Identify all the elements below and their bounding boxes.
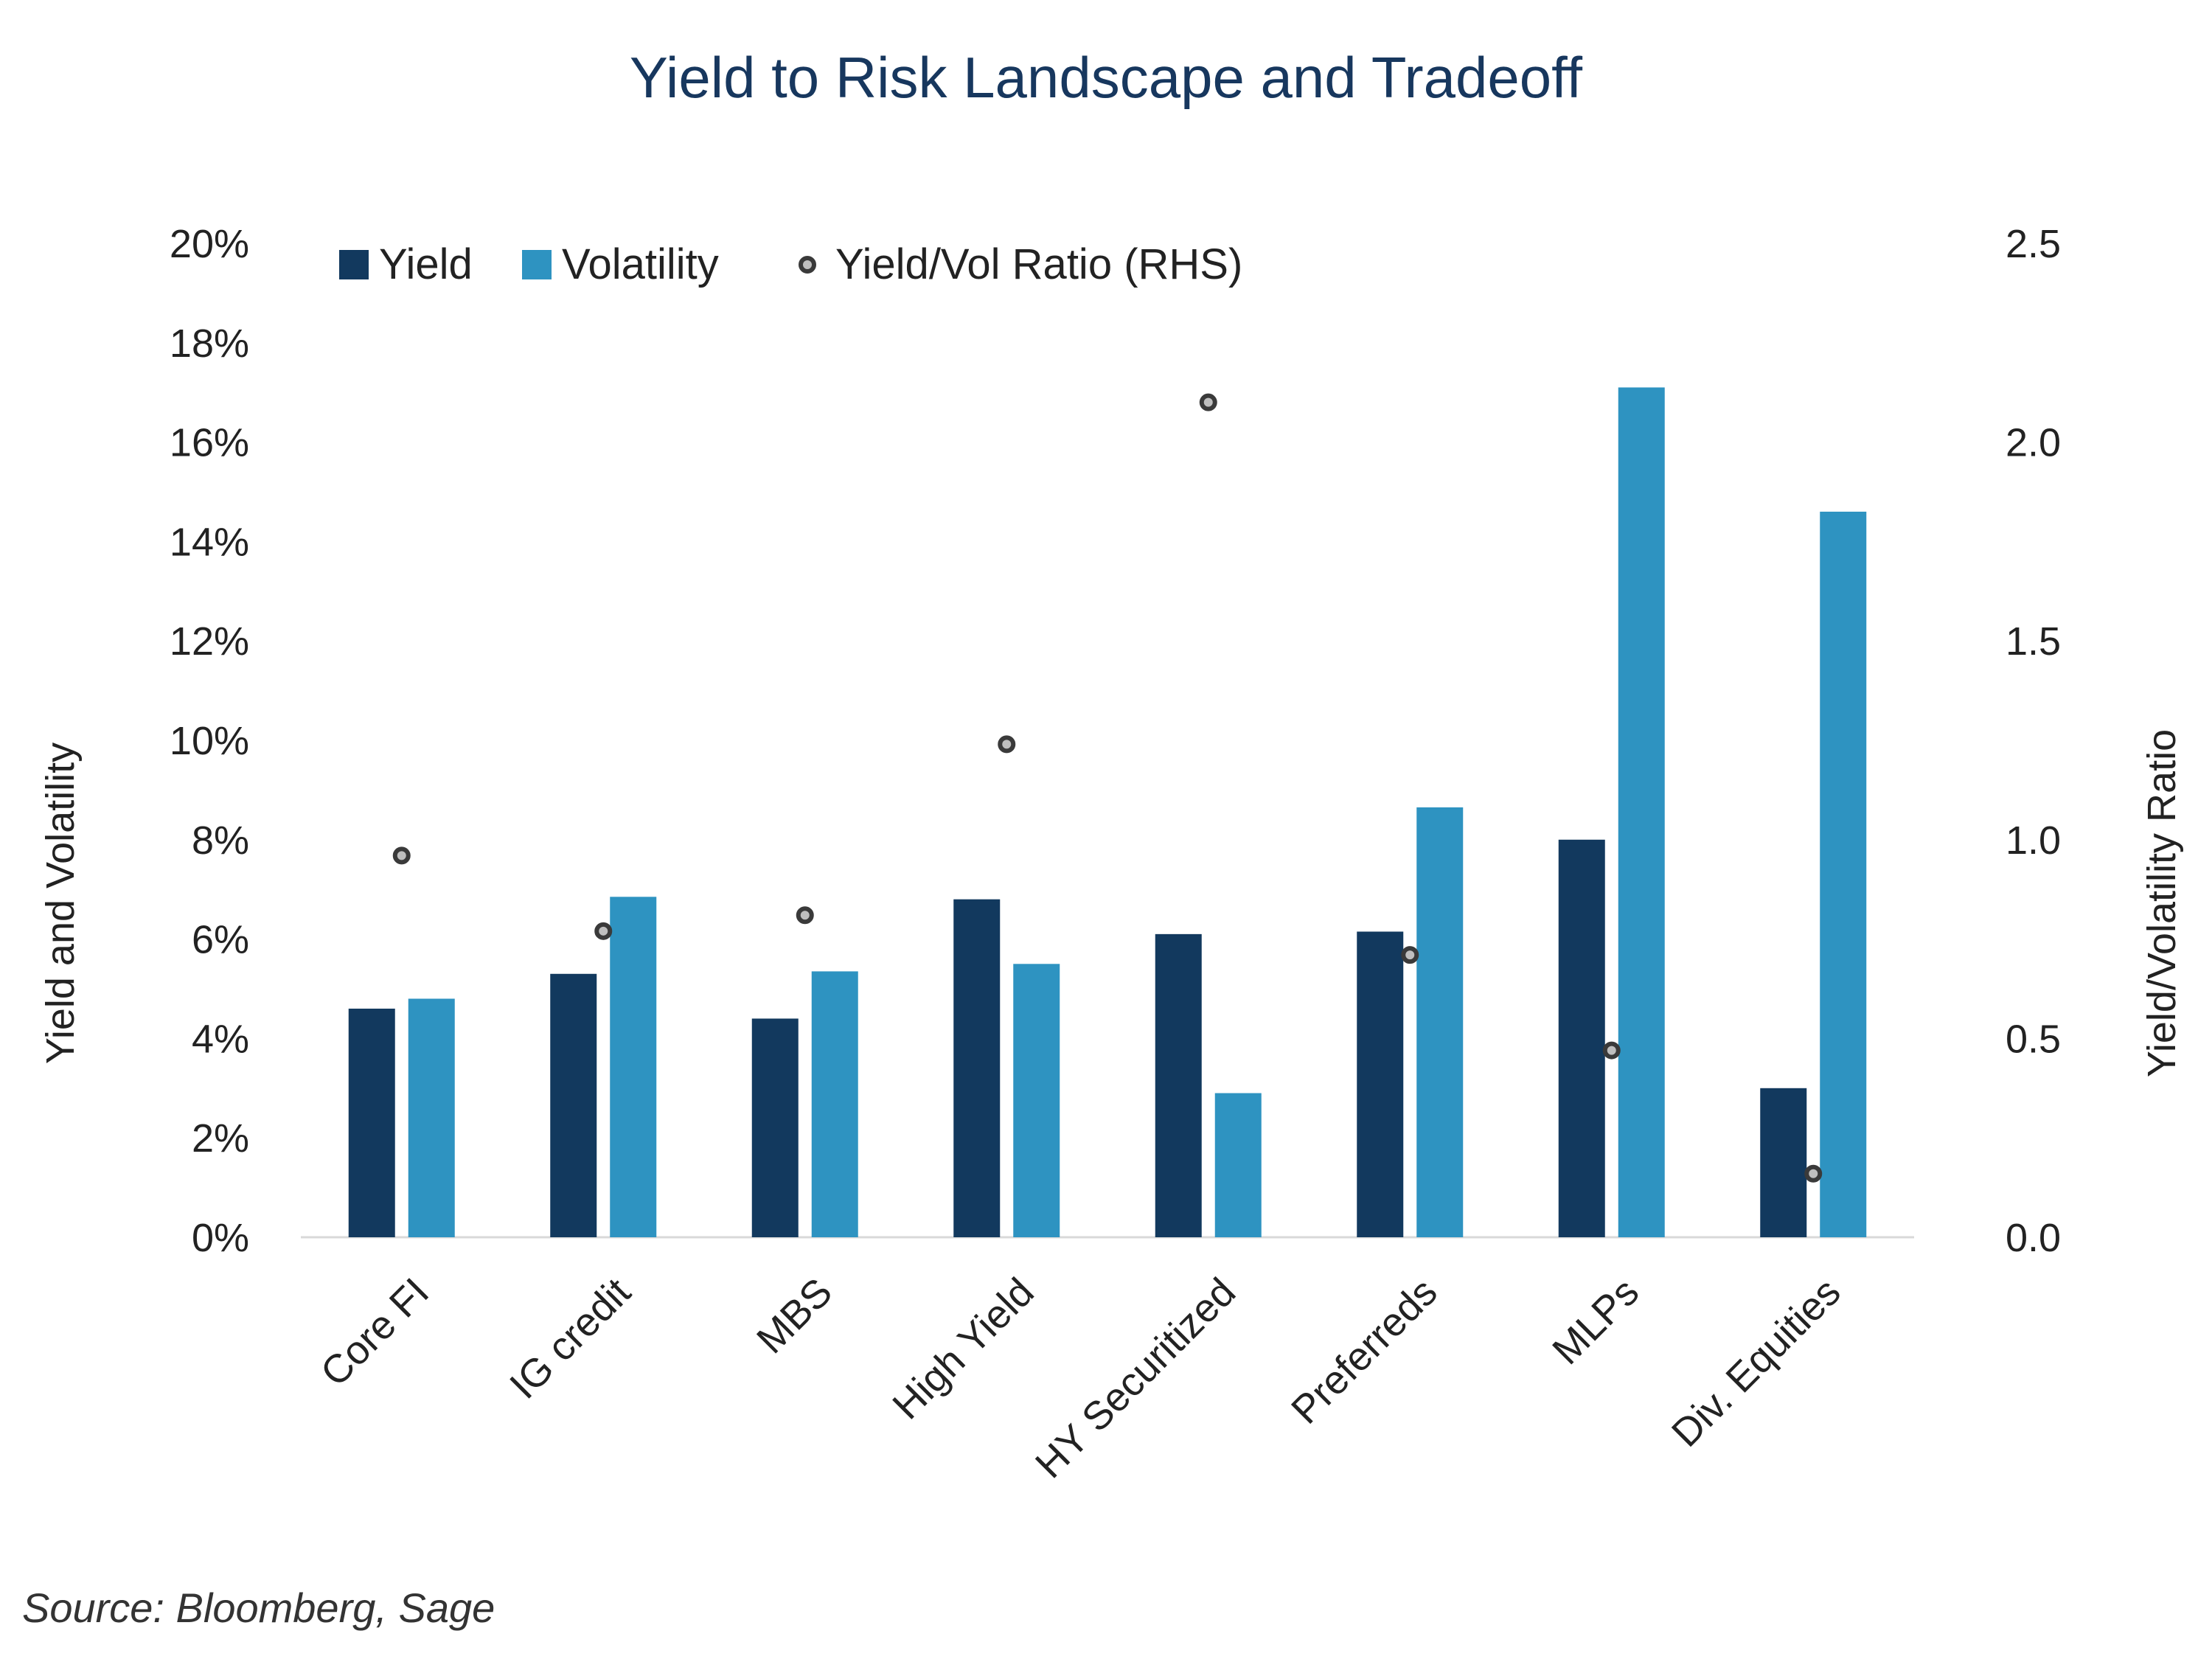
y-tick-label: 0%: [192, 1216, 249, 1260]
y-axis-title: Yield and Volatility: [38, 742, 83, 1064]
category-label: Core FI: [312, 1270, 437, 1395]
bar-volatility: [1618, 387, 1665, 1238]
bar-yield: [550, 973, 597, 1237]
legend-label-volatility: Volatility: [562, 240, 719, 288]
ratio-point: [1401, 946, 1419, 964]
legend-marker-ratio: [799, 256, 816, 274]
ratio-point: [1199, 393, 1217, 411]
category-label: MLPs: [1544, 1270, 1647, 1373]
bar-volatility: [811, 971, 858, 1237]
y-tick-label: 18%: [170, 321, 249, 366]
legend-swatch-yield: [339, 250, 369, 279]
category-label: Div. Equities: [1663, 1270, 1849, 1455]
y-tick-label: 20%: [170, 222, 249, 266]
y-tick-label: 8%: [192, 818, 249, 863]
legend: Yield Volatility Yield/Vol Ratio (RHS): [339, 240, 1242, 288]
category-label: Preferreds: [1283, 1270, 1446, 1433]
y-tick-label: 14%: [170, 520, 249, 564]
legend-swatch-volatility: [522, 250, 552, 279]
bar-yield: [348, 1008, 395, 1237]
legend-label-yield: Yield: [379, 240, 473, 288]
y2-tick-label: 1.5: [2006, 619, 2061, 664]
y-tick-label: 12%: [170, 619, 249, 664]
ratio-point: [1804, 1164, 1823, 1183]
bar-volatility: [1214, 1093, 1262, 1237]
ratio-point: [1602, 1041, 1621, 1060]
y2-tick-label: 2.0: [2006, 421, 2061, 465]
bar-yield: [1558, 839, 1605, 1237]
bar-yield: [1155, 933, 1202, 1237]
y2-tick-label: 1.0: [2006, 818, 2061, 863]
bar-volatility: [408, 998, 455, 1237]
ratio-point: [594, 922, 613, 940]
bar-volatility: [610, 897, 657, 1237]
plot-area: 0% 2% 4% 6% 8% 10% 12% 14% 16% 18% 20% 0.0 0.5 1.0 1.5…: [170, 222, 2061, 1486]
category-label: High Yield: [884, 1270, 1042, 1427]
category-label: IG credit: [501, 1270, 639, 1408]
bar-yield: [1760, 1088, 1807, 1237]
y-tick-label: 16%: [170, 421, 249, 465]
bar-volatility: [1013, 964, 1060, 1237]
y2-axis-title: Yield/Volatility Ratio: [2140, 729, 2184, 1077]
ratio-point: [392, 846, 411, 865]
legend-label-ratio: Yield/Vol Ratio (RHS): [835, 240, 1242, 288]
source-note: Source: Bloomberg, Sage: [22, 1585, 495, 1631]
category-label: HY Securitized: [1027, 1270, 1244, 1486]
chart-title: Yield to Risk Landscape and Tradeoff: [630, 45, 1583, 110]
bar-volatility: [1416, 807, 1464, 1237]
y2-tick-label: 0.5: [2006, 1017, 2061, 1061]
category-label: MBS: [748, 1270, 841, 1362]
y-tick-label: 10%: [170, 719, 249, 763]
y2-tick-label: 2.5: [2006, 222, 2061, 266]
bar-yield: [953, 899, 1001, 1237]
bar-yield: [1357, 931, 1404, 1237]
y-tick-label: 6%: [192, 918, 249, 962]
bar-yield: [751, 1018, 799, 1237]
ratio-point: [796, 906, 814, 925]
y-tick-label: 2%: [192, 1116, 249, 1161]
y2-tick-label: 0.0: [2006, 1216, 2061, 1260]
ratio-point: [998, 735, 1016, 754]
bar-volatility: [1820, 511, 1867, 1237]
y-tick-label: 4%: [192, 1017, 249, 1061]
